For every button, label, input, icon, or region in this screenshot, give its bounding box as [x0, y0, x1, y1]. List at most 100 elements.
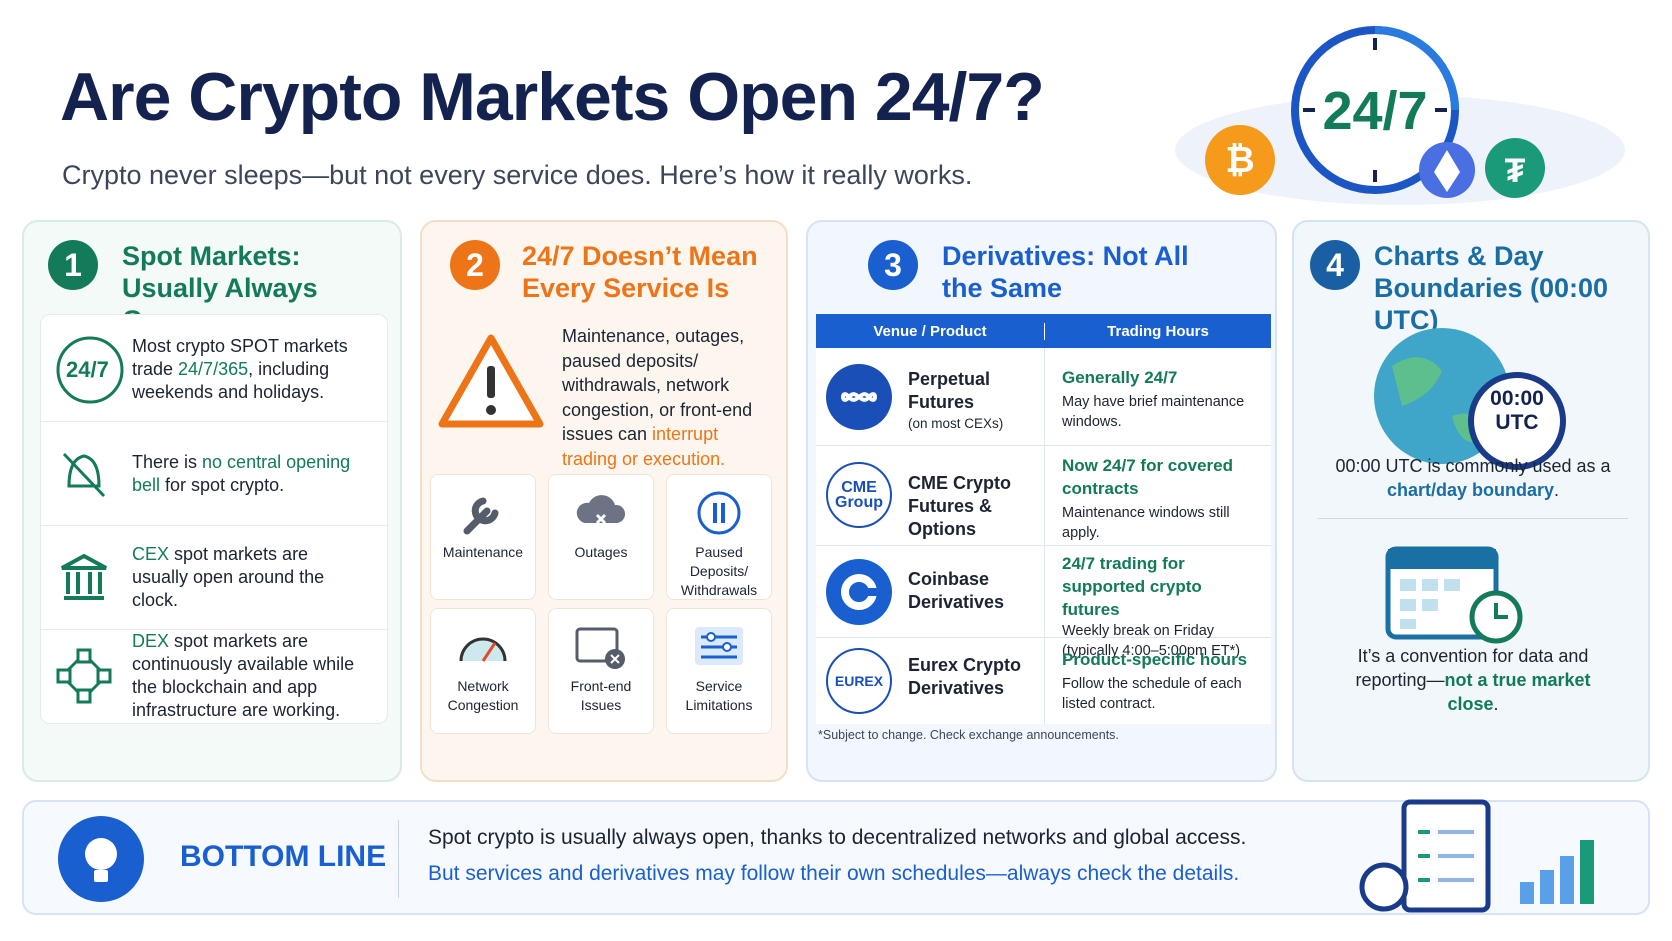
text: Follow the schedule of each listed contr…: [1062, 676, 1242, 712]
text: Trading Hours: [1044, 323, 1271, 340]
calendar-icon: [1385, 546, 1523, 644]
table-row: Perpetual Futures (on most CEXs) Generall…: [816, 348, 1271, 446]
bottom-line-panel: BOTTOM LINE Spot crypto is usually alway…: [22, 799, 1650, 915]
section-number: 1: [48, 240, 98, 290]
icon-label: 24/7: [66, 356, 109, 382]
tile-label: Front-end Issues: [570, 678, 632, 713]
table-row: Coinbase Derivatives 24/7 trading for su…: [816, 546, 1271, 659]
section-number: 3: [868, 240, 918, 290]
text: DEX: [132, 631, 170, 651]
table-divider: [1044, 348, 1045, 724]
text: Perpetual Futures: [908, 369, 991, 412]
logo: [826, 559, 892, 625]
text: 24/7/365: [178, 359, 249, 379]
section-text: Maintenance, outages, paused deposits/ w…: [562, 324, 772, 471]
service-tile: Service Limitations: [666, 608, 772, 734]
section-title: Charts & Day Boundaries (00:00 UTC): [1374, 241, 1609, 335]
section-number: 2: [450, 240, 500, 290]
card-derivatives: 3 Derivatives: Not All the Same Venue / …: [806, 220, 1277, 782]
bottom-line2: But services and derivatives may follow …: [428, 862, 1240, 885]
text: Now 24/7 for covered contracts: [1062, 456, 1234, 498]
icon: [56, 336, 124, 403]
text: There is: [132, 451, 203, 472]
item-text: DEX spot markets are continuously availa…: [132, 630, 362, 722]
subtitle: Crypto never sleeps—but not every servic…: [62, 160, 973, 190]
element: [841, 392, 877, 402]
item: There is no central opening bell for spo…: [40, 422, 388, 526]
service-tile: Maintenance: [430, 474, 536, 600]
service-tile: Front-end Issues: [548, 608, 654, 734]
item-text: There is no central opening bell for spo…: [132, 451, 362, 497]
text: It’s a convention for data and reporting…: [1355, 646, 1589, 690]
section-title: 24/7 Doesn’t Mean Every Service Is: [522, 241, 758, 303]
table-body: [816, 348, 1271, 724]
divider: [1318, 518, 1628, 519]
text: (on most CEXs): [908, 416, 1004, 431]
bottom-line1: Spot crypto is usually always open, than…: [428, 826, 1247, 849]
service-tile: Paused Deposits/ Withdrawals: [666, 474, 772, 600]
icon: [61, 553, 107, 600]
checklist-icon: [1359, 799, 1594, 913]
venue: Perpetual Futures (on most CEXs): [908, 368, 1038, 434]
table-row: EUREX Eurex Crypto Derivatives Product-s…: [816, 638, 1271, 724]
item-text: Most crypto SPOT markets trade 24/7/365,…: [132, 335, 362, 404]
tile-label: Maintenance: [442, 544, 524, 560]
service-tile: Outages: [548, 474, 654, 600]
section-text: 00:00 UTC is commonly used as a chart/da…: [1314, 454, 1632, 502]
logo: EUREX: [826, 648, 892, 714]
card-spot: 1 Spot Markets: Usually Always Open 24/7…: [22, 220, 402, 782]
text: May have brief maintenance windows.: [1062, 394, 1245, 430]
bulb-icon: [58, 816, 144, 902]
card-services: 2 24/7 Doesn’t Mean Every Service Is Mai…: [420, 220, 788, 782]
table-header: Venue / Product Trading Hours: [816, 314, 1271, 348]
item: CEX spot markets are usually open around…: [40, 526, 388, 630]
bottom-label: BOTTOM LINE: [180, 840, 387, 873]
text: .: [1554, 480, 1560, 500]
clock-badge: 24/7: [1322, 81, 1428, 141]
text: .: [1493, 694, 1499, 714]
text: for spot crypto.: [160, 474, 285, 495]
text: Most crypto SPOT markets trade: [132, 336, 348, 379]
element: [841, 574, 877, 610]
text: Product-specific hours: [1062, 650, 1248, 669]
item: DEX spot markets are continuously availa…: [40, 626, 388, 726]
section-text: It’s a convention for data and reporting…: [1334, 644, 1612, 716]
footnote: *Subject to change. Check exchange annou…: [818, 728, 1119, 742]
tile-icon: [575, 627, 625, 669]
logo: [826, 364, 892, 430]
svg-text:₿: ₿: [1225, 139, 1254, 180]
text: Maintenance, outages, paused deposits/ w…: [562, 326, 753, 444]
item: 24/7 Most crypto SPOT markets trade 24/7…: [40, 318, 388, 422]
logo: CME Group: [826, 462, 892, 528]
card-boundaries: 4 Charts & Day Boundaries (00:00 UTC) 00…: [1292, 220, 1650, 782]
utc-badge: 00:00 UTC: [1490, 387, 1544, 434]
text: chart/day boundary: [1386, 480, 1555, 500]
items-panel: [40, 314, 388, 724]
text: , including weekends and holidays.: [132, 359, 330, 402]
section-title: Derivatives: Not All the Same: [942, 241, 1189, 303]
text: spot markets are continuously available …: [132, 631, 355, 720]
text: spot markets are usually open around the…: [132, 544, 325, 610]
tile-icon: [576, 495, 626, 525]
text: Generally 24/7: [1062, 368, 1178, 387]
service-tile: Network Congestion: [430, 608, 536, 734]
globe-icon: [1374, 328, 1566, 470]
venue: CME Crypto Futures & Options: [908, 473, 1011, 539]
svg-text:₮: ₮: [1505, 152, 1526, 190]
hours: 24/7 trading for supported crypto future…: [1062, 552, 1262, 661]
hours: Generally 24/7 May have brief maintenance…: [1062, 366, 1262, 432]
hours: Product-specific hours Follow the schedul…: [1062, 648, 1262, 714]
icon: [56, 648, 112, 704]
title: Are Crypto Markets Open 24/7?: [60, 59, 1045, 135]
tile-label: Outages: [574, 544, 628, 560]
venue: Eurex Crypto Derivatives: [908, 655, 1022, 698]
tile-label: Network Congestion: [447, 678, 519, 713]
hours: Now 24/7 for covered contracts Maintenanc…: [1062, 454, 1262, 543]
text: Weekly break on Friday (typically 4:00–5…: [1062, 623, 1241, 659]
section-number: 4: [1310, 240, 1360, 290]
tile-label: Service Limitations: [685, 678, 753, 713]
text: no central opening bell: [132, 451, 351, 495]
text: CEX: [132, 544, 170, 564]
tile-icon: [463, 497, 499, 535]
